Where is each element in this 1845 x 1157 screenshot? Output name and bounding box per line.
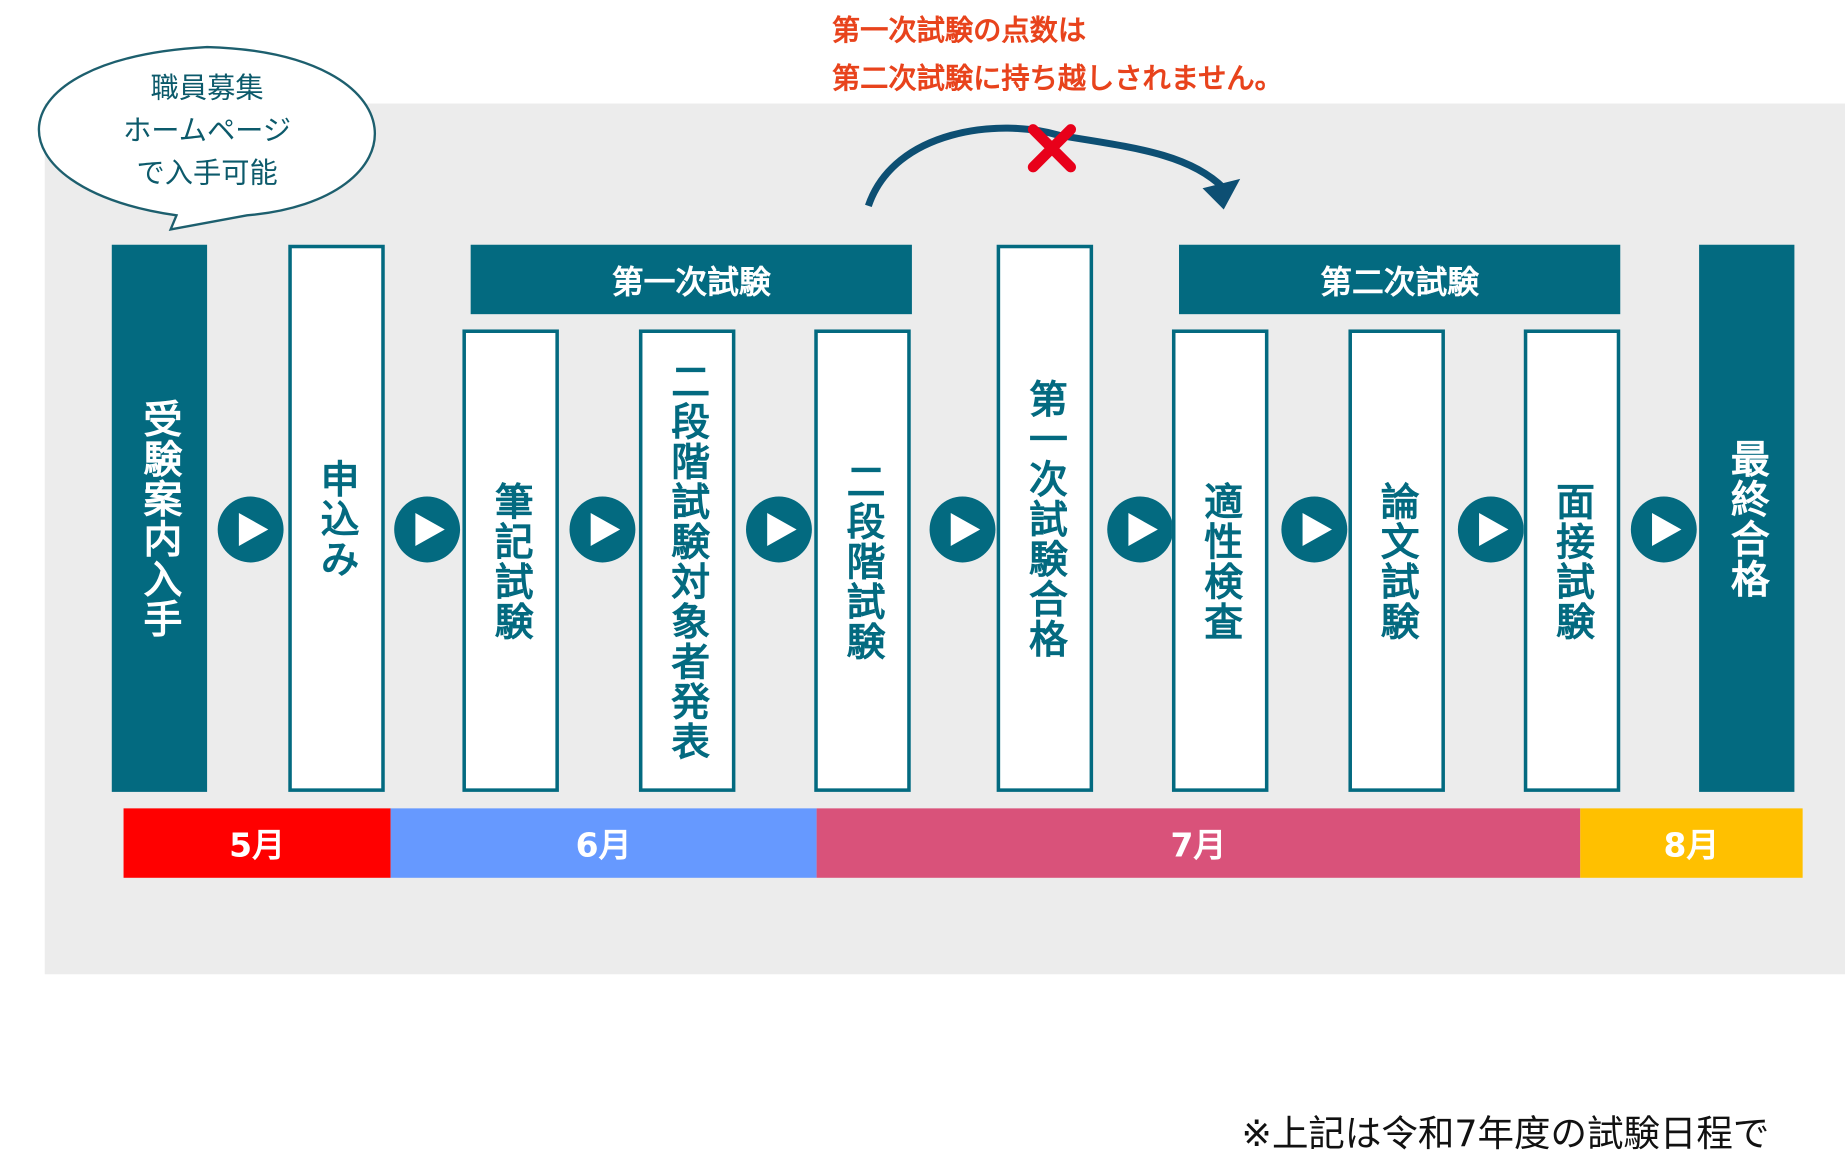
callout-text: で入手可能 [71,149,344,190]
step: 最終合格 [1699,245,1794,792]
step: 申込み [288,245,384,792]
step: 適性検査 [1172,329,1268,791]
group-header: 第一次試験 [471,245,912,314]
note-text: 第一次試験の点数は [832,7,1086,48]
callout-text: ホームページ [71,107,344,148]
diagram: 職員募集 ホームページ で入手可能 第一次試験の点数は 第二次試験に持ち越しされ… [0,0,1845,1145]
month-band: 5月 [124,808,391,877]
step: 論文試験 [1348,329,1444,791]
month-band: 7月 [817,808,1581,877]
callout-text: 職員募集 [71,65,344,106]
group-header: 第二次試験 [1179,245,1620,314]
page: 職員募集 ホームページ で入手可能 第一次試験の点数は 第二次試験に持ち越しされ… [0,0,1845,1145]
step: 二段階試験対象者発表 [639,329,735,791]
step: 筆記試験 [462,329,558,791]
month-band: 6月 [391,808,817,877]
step: 面接試験 [1524,329,1620,791]
step: 二段階試験 [814,329,910,791]
note-text: 第二次試験に持ち越しされません。 [832,55,1283,96]
step: 受験案内入手 [112,245,207,792]
footnote: ※上記は令和7年度の試験日程で [1241,1104,1769,1157]
step: 第一次試験合格 [997,245,1093,792]
month-band: 8月 [1580,808,1802,877]
